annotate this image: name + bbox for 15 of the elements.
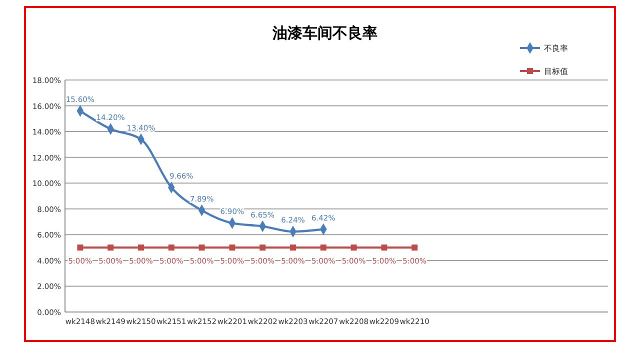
point xyxy=(198,244,205,251)
point xyxy=(320,244,326,251)
point xyxy=(260,244,266,251)
point xyxy=(108,244,114,251)
point xyxy=(350,244,357,251)
legend-label: 目标值 xyxy=(544,67,568,76)
point xyxy=(77,244,84,251)
chart-title: 油漆车间不良率 xyxy=(272,24,378,42)
point xyxy=(229,244,236,251)
point xyxy=(412,244,418,251)
point xyxy=(168,244,174,251)
legend-label: 不良率 xyxy=(544,44,568,53)
point xyxy=(290,244,296,251)
point xyxy=(381,244,388,251)
point xyxy=(138,244,144,251)
